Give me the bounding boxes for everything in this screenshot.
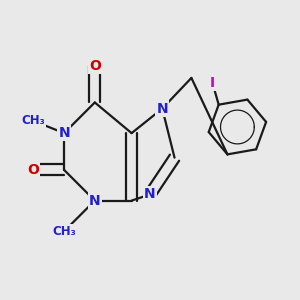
Text: I: I [210,76,215,90]
Text: N: N [157,102,168,116]
Text: O: O [89,59,101,73]
Text: N: N [144,188,156,202]
Text: CH₃: CH₃ [22,114,45,128]
Text: N: N [58,126,70,140]
Text: O: O [28,163,39,177]
Text: CH₃: CH₃ [52,225,76,238]
Text: N: N [89,194,100,208]
